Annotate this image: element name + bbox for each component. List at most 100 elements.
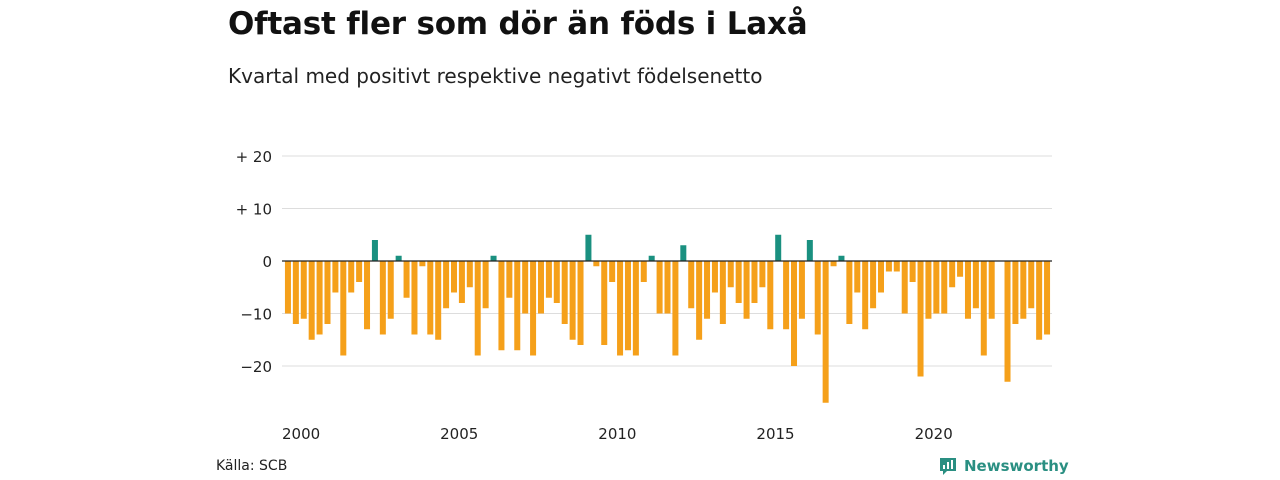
- bar-negative: [885, 261, 892, 272]
- bar-negative: [324, 261, 331, 324]
- bar-negative: [292, 261, 299, 324]
- bar-negative: [593, 261, 600, 267]
- bar-negative: [696, 261, 703, 340]
- bar-negative: [957, 261, 964, 277]
- bar-negative: [624, 261, 631, 351]
- bar-negative: [751, 261, 758, 303]
- bar-negative: [443, 261, 450, 309]
- bar-negative: [332, 261, 339, 293]
- y-tick-label: + 10: [236, 201, 272, 219]
- bar-negative: [814, 261, 821, 335]
- bar-negative: [348, 261, 355, 293]
- bar-negative: [577, 261, 584, 345]
- bar-negative: [356, 261, 363, 282]
- bar-negative: [1044, 261, 1051, 335]
- bar-negative: [387, 261, 394, 319]
- bar-positive: [806, 240, 813, 261]
- bar-negative: [759, 261, 766, 288]
- y-tick-label: −10: [240, 306, 272, 324]
- bar-negative: [933, 261, 940, 314]
- bar-negative: [561, 261, 568, 324]
- bar-negative: [925, 261, 932, 319]
- bar-negative: [1004, 261, 1011, 382]
- bar-negative: [877, 261, 884, 293]
- bar-negative: [522, 261, 529, 314]
- bar-negative: [427, 261, 434, 335]
- bar-positive: [838, 255, 845, 261]
- bar-negative: [435, 261, 442, 340]
- bar-negative: [640, 261, 647, 282]
- bar-negative: [917, 261, 924, 377]
- bar-negative: [719, 261, 726, 324]
- bar-negative: [735, 261, 742, 303]
- bar-negative: [972, 261, 979, 309]
- bar-negative: [862, 261, 869, 330]
- y-tick-label: −20: [240, 358, 272, 376]
- bar-negative: [711, 261, 718, 293]
- bar-negative: [340, 261, 347, 356]
- bar-negative: [553, 261, 560, 303]
- bar-negative: [980, 261, 987, 356]
- bar-negative: [988, 261, 995, 319]
- bar-positive: [371, 240, 378, 261]
- bar-negative: [537, 261, 544, 314]
- bar-negative: [458, 261, 465, 303]
- bar-negative: [569, 261, 576, 340]
- bar-negative: [545, 261, 552, 298]
- bar-negative: [403, 261, 410, 298]
- bar-negative: [704, 261, 711, 319]
- bar-negative: [949, 261, 956, 288]
- bar-negative: [514, 261, 521, 351]
- bar-negative: [822, 261, 829, 403]
- bar-negative: [1012, 261, 1019, 324]
- bar-negative: [909, 261, 916, 282]
- bar-negative: [482, 261, 489, 309]
- bar-positive: [648, 255, 655, 261]
- bar-negative: [664, 261, 671, 314]
- x-tick-label: 2015: [756, 425, 794, 443]
- bar-negative: [1036, 261, 1043, 340]
- bar-positive: [585, 234, 592, 261]
- newsworthy-icon: [940, 458, 956, 475]
- chart-subtitle: Kvartal med positivt respektive negativt…: [228, 64, 763, 88]
- bar-negative: [656, 261, 663, 314]
- bar-positive: [490, 255, 497, 261]
- bar-negative: [830, 261, 837, 267]
- bar-negative: [727, 261, 734, 288]
- bar-negative: [672, 261, 679, 356]
- bar-negative: [609, 261, 616, 282]
- bar-negative: [870, 261, 877, 309]
- bar-negative: [767, 261, 774, 330]
- bar-negative: [941, 261, 948, 314]
- chart-title: Oftast fler som dör än föds i Laxå: [228, 6, 808, 42]
- y-tick-label: + 20: [236, 148, 272, 166]
- bar-negative: [688, 261, 695, 309]
- bar-negative: [1020, 261, 1027, 319]
- bar-negative: [1028, 261, 1035, 309]
- x-tick-label: 2010: [598, 425, 636, 443]
- bar-negative: [783, 261, 790, 330]
- bar-negative: [893, 261, 900, 272]
- bar-negative: [474, 261, 481, 356]
- bar-negative: [964, 261, 971, 319]
- bar-negative: [743, 261, 750, 319]
- bar-negative: [300, 261, 307, 319]
- bar-negative: [798, 261, 805, 319]
- bar-negative: [498, 261, 505, 351]
- bar-negative: [632, 261, 639, 356]
- bar-positive: [775, 234, 782, 261]
- bar-negative: [466, 261, 473, 288]
- bar-positive: [395, 255, 402, 261]
- bar-negative: [791, 261, 798, 366]
- bar-negative: [530, 261, 537, 356]
- bar-negative: [419, 261, 426, 267]
- bar-negative: [308, 261, 315, 340]
- bar-negative: [316, 261, 323, 335]
- bar-negative: [284, 261, 291, 314]
- bar-negative: [601, 261, 608, 345]
- y-tick-label: 0: [262, 253, 272, 271]
- bar-negative: [854, 261, 861, 293]
- bar-negative: [901, 261, 908, 314]
- bar-negative: [846, 261, 853, 324]
